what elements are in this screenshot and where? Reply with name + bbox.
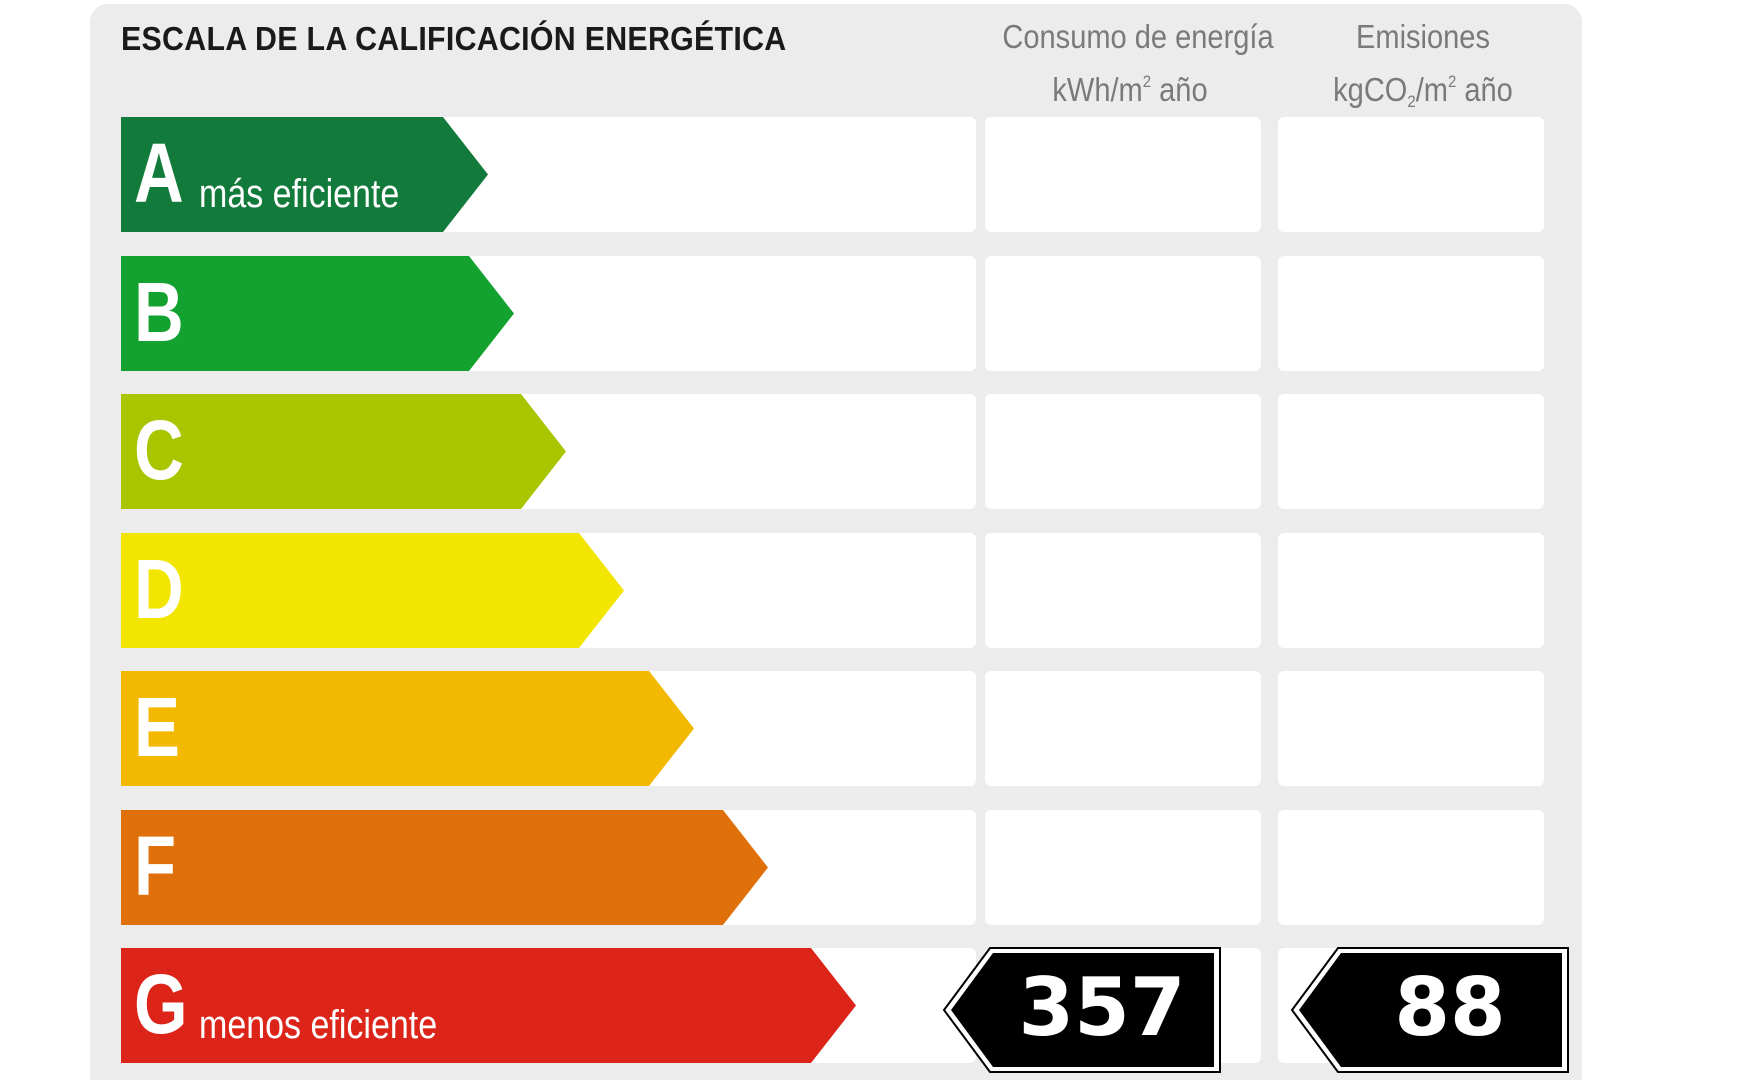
- scale-label-a: más eficiente: [199, 172, 400, 216]
- consumo-rating-value: 357: [1018, 961, 1186, 1054]
- emisiones-header-line1: Emisiones: [1356, 18, 1490, 55]
- scale-label-g: menos eficiente: [199, 1003, 438, 1047]
- scale-arrow-shape-d: [121, 533, 624, 648]
- scale-letter-a: A: [134, 126, 184, 220]
- scale-arrow-e: [121, 671, 694, 786]
- emisiones-cell-e: [1278, 671, 1544, 786]
- emisiones-rating-badge: 88: [1290, 946, 1570, 1079]
- scale-letter-e: E: [134, 680, 180, 774]
- scale-letter-f: F: [134, 819, 177, 913]
- consumo-rating-badge: 357: [942, 946, 1222, 1079]
- emisiones-cell-b: [1278, 256, 1544, 371]
- emisiones-column-header: Emisiones kgCO2/m2 año: [1295, 14, 1550, 124]
- scale-letter-c: C: [134, 403, 184, 497]
- scale-arrow-d: [121, 533, 624, 648]
- scale-arrow-c: [121, 394, 566, 509]
- scale-arrow-shape-g: [121, 948, 856, 1063]
- scale-arrow-shape-f: [121, 810, 768, 925]
- consumo-cell-b: [985, 256, 1261, 371]
- emisiones-rating-value: 88: [1394, 961, 1506, 1054]
- scale-arrow-b: [121, 256, 514, 371]
- consumo-cell-d: [985, 533, 1261, 648]
- emisiones-cell-a: [1278, 117, 1544, 232]
- emisiones-cell-c: [1278, 394, 1544, 509]
- emisiones-header-unit: kgCO2/m2 año: [1333, 71, 1513, 111]
- consumo-header-line1: Consumo de energía: [1002, 18, 1274, 55]
- consumo-cell-f: [985, 810, 1261, 925]
- scale-arrow-g: [121, 948, 856, 1063]
- scale-letter-g: G: [134, 957, 188, 1051]
- emisiones-cell-d: [1278, 533, 1544, 648]
- scale-letter-b: B: [134, 265, 184, 359]
- scale-arrow-shape-e: [121, 671, 694, 786]
- emisiones-cell-f: [1278, 810, 1544, 925]
- scale-arrow-shape-a: [121, 117, 488, 232]
- scale-arrow-a: [121, 117, 488, 232]
- scale-letter-d: D: [134, 542, 184, 636]
- consumo-cell-e: [985, 671, 1261, 786]
- consumo-header-unit: kWh/m2 año: [1052, 71, 1208, 108]
- label-title: ESCALA DE LA CALIFICACIÓN ENERGÉTICA: [121, 20, 787, 57]
- consumo-cell-a: [985, 117, 1261, 232]
- scale-arrow-f: [121, 810, 768, 925]
- consumo-cell-c: [985, 394, 1261, 509]
- scale-arrow-shape-b: [121, 256, 514, 371]
- scale-arrow-shape-c: [121, 394, 566, 509]
- consumo-column-header: Consumo de energía kWh/m2 año: [1002, 14, 1274, 112]
